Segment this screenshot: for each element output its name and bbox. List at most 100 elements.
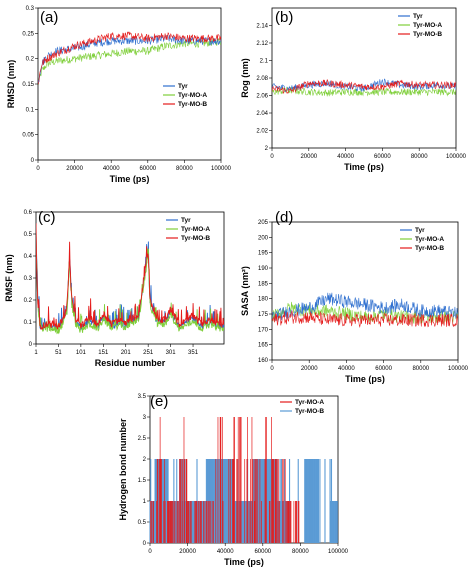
series-line-a-tyr-mo-a — [38, 38, 221, 85]
y-tick-label-b: 2 — [265, 146, 269, 152]
y-tick-label-a: 0.25 — [22, 31, 34, 37]
x-axis-title-e: Time (ps) — [224, 557, 264, 567]
y-tick-label-b: 2.14 — [256, 24, 268, 30]
plot-frame-a — [37, 7, 222, 161]
x-tick-label-d: 0 — [270, 366, 274, 372]
x-tick-label-c: 201 — [121, 350, 132, 356]
x-tick-label-b: 60000 — [374, 154, 391, 160]
panel-label-c: (c) — [38, 209, 56, 226]
y-tick-label-e: 1 — [143, 499, 147, 505]
x-tick-label-e: 100000 — [328, 549, 349, 555]
legend-label-d: Tyr-MO-B — [415, 245, 444, 252]
y-axis-title-b: Rog (nm) — [240, 58, 250, 98]
y-tick-label-a: 0.1 — [26, 107, 35, 113]
legend-label-a: Tyr-MO-A — [178, 92, 207, 99]
x-tick-label-b: 20000 — [300, 154, 317, 160]
y-tick-label-e: 1.5 — [138, 478, 147, 484]
chart-panel-d: 0 20000 40000 60000 80000 100000 160 165 170 175 1… — [240, 209, 469, 384]
x-tick-label-a: 100000 — [211, 166, 232, 172]
x-tick-label-e: 20000 — [179, 549, 196, 555]
y-tick-label-b: 2.1 — [260, 59, 269, 65]
x-tick-label-b: 80000 — [411, 154, 428, 160]
x-tick-label-a: 40000 — [103, 166, 120, 172]
y-tick-label-c: 0.2 — [24, 298, 33, 304]
y-tick-label-c: 0 — [29, 342, 33, 348]
x-axis-title-c: Residue number — [95, 358, 166, 368]
y-axis-title-e: Hydrogen bond number — [118, 418, 128, 520]
panel-label-a: (a) — [40, 9, 58, 26]
x-tick-label-d: 60000 — [375, 366, 392, 372]
x-tick-label-a: 80000 — [176, 166, 193, 172]
x-tick-label-e: 60000 — [254, 549, 271, 555]
x-tick-label-e: 80000 — [292, 549, 309, 555]
y-tick-label-e: 0.5 — [138, 520, 147, 526]
chart-panel-c: 1 51 101 151 201 251 301 35100.10.20.30.40.50.6… — [4, 209, 225, 368]
y-tick-label-c: 0.6 — [24, 210, 33, 216]
legend-label-b: Tyr-MO-B — [413, 31, 442, 38]
x-tick-label-e: 0 — [148, 549, 152, 555]
legend-label-a: Tyr — [178, 83, 188, 90]
y-axis-title-a: RMSD (nm) — [6, 60, 16, 109]
legend-label-c: Tyr-MO-A — [181, 226, 210, 233]
y-tick-label-d: 165 — [258, 343, 269, 349]
x-tick-label-c: 251 — [143, 350, 154, 356]
y-tick-label-b: 2.06 — [256, 94, 268, 100]
y-tick-label-d: 180 — [258, 297, 269, 303]
legend-label-c: Tyr-MO-B — [181, 235, 210, 242]
plot-frame-b — [271, 7, 457, 149]
panel-label-e: (e) — [150, 393, 168, 410]
x-tick-label-c: 101 — [76, 350, 87, 356]
x-axis-title-a: Time (ps) — [110, 174, 150, 184]
y-tick-label-b: 2.04 — [256, 111, 268, 117]
series-line-c-tyr-mo-b — [36, 223, 224, 331]
x-tick-label-d: 80000 — [412, 366, 429, 372]
x-tick-label-c: 1 — [34, 350, 38, 356]
x-axis-title-d: Time (ps) — [345, 374, 385, 384]
y-tick-label-e: 2 — [143, 457, 147, 463]
y-axis-title-d: SASA (nm²) — [240, 266, 250, 316]
legend-label-b: Tyr — [413, 13, 423, 20]
legend-label-c: Tyr — [181, 217, 191, 224]
y-tick-label-e: 3 — [143, 415, 147, 421]
plot-frame-d — [271, 221, 459, 361]
x-tick-label-b: 0 — [270, 154, 274, 160]
x-axis-title-b: Time (ps) — [344, 162, 384, 172]
chart-panel-b: 0 20000 40000 60000 80000 100000 2 2.02 2.04 2.06… — [240, 7, 467, 172]
legend-label-a: Tyr-MO-B — [178, 101, 207, 108]
legend-label-d: Tyr — [415, 227, 425, 234]
y-tick-label-b: 2.08 — [256, 76, 268, 82]
y-tick-label-d: 185 — [258, 281, 269, 287]
y-tick-label-a: 0 — [31, 158, 35, 164]
series-line-d-tyr — [272, 292, 458, 322]
series-line-b-tyr-mo-b — [272, 78, 456, 94]
x-tick-label-c: 51 — [55, 350, 62, 356]
x-tick-label-a: 20000 — [66, 166, 83, 172]
x-tick-label-a: 0 — [36, 166, 40, 172]
y-tick-label-d: 175 — [258, 312, 269, 318]
y-tick-label-a: 0.2 — [26, 57, 35, 63]
y-tick-label-d: 160 — [258, 358, 269, 364]
series-line-b-tyr — [272, 78, 456, 92]
series-line-a-tyr-mo-b — [38, 31, 221, 85]
panel-label-b: (b) — [275, 9, 293, 26]
x-tick-label-c: 351 — [188, 350, 199, 356]
y-tick-label-a: 0.3 — [26, 6, 35, 12]
y-tick-label-c: 0.3 — [24, 276, 33, 282]
y-tick-label-d: 200 — [258, 235, 269, 241]
x-tick-label-a: 60000 — [139, 166, 156, 172]
panel-label-d: (d) — [275, 209, 293, 226]
legend-label-e: Tyr-MO-A — [295, 399, 324, 406]
x-tick-label-c: 301 — [166, 350, 177, 356]
y-tick-label-c: 0.5 — [24, 232, 33, 238]
legend-label-b: Tyr-MO-A — [413, 22, 442, 29]
y-tick-label-d: 170 — [258, 327, 269, 333]
legend-label-d: Tyr-MO-A — [415, 236, 444, 243]
x-tick-label-b: 100000 — [446, 154, 467, 160]
x-tick-label-c: 151 — [98, 350, 109, 356]
y-tick-label-e: 0 — [143, 541, 147, 547]
x-tick-label-d: 40000 — [338, 366, 355, 372]
y-axis-title-c: RMSF (nm) — [4, 254, 14, 302]
y-tick-label-d: 195 — [258, 251, 269, 257]
x-tick-label-e: 40000 — [217, 549, 234, 555]
